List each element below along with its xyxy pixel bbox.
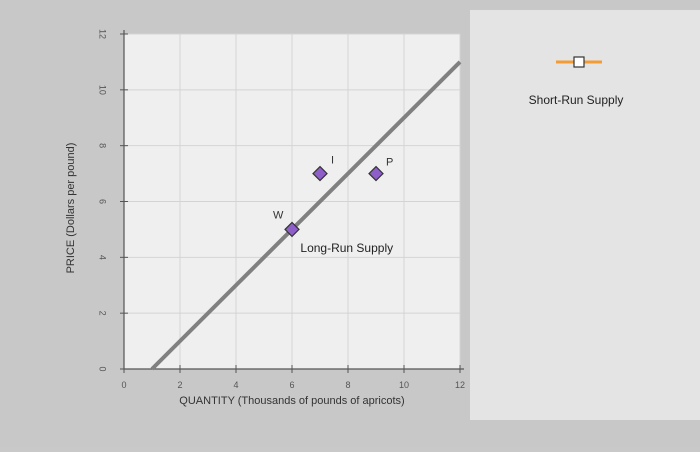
legend-square-icon — [573, 56, 585, 68]
y-tick-label: 8 — [98, 143, 108, 148]
x-tick-label: 8 — [345, 380, 350, 390]
x-axis-title: QUANTITY (Thousands of pounds of apricot… — [179, 395, 404, 407]
point-w-marker — [284, 221, 300, 238]
x-tick-label: 2 — [177, 380, 182, 390]
y-tick-label: 6 — [98, 199, 108, 204]
legend[interactable]: Short-Run Supply — [529, 56, 624, 107]
y-tick-label: 10 — [98, 85, 108, 95]
y-tick-label: 12 — [98, 29, 108, 39]
y-tick-label: 2 — [98, 311, 108, 316]
x-tick-label: 10 — [399, 380, 409, 390]
legend-label: Short-Run Supply — [529, 93, 624, 107]
x-tick-label: 4 — [233, 380, 238, 390]
axes: 0 2 4 6 8 10 12 0 2 4 6 8 10 12 — [98, 29, 465, 390]
y-tick-label: 4 — [98, 255, 108, 260]
point-i-label: I — [331, 155, 334, 167]
point-p-marker — [368, 165, 384, 182]
long-run-supply-line — [150, 60, 462, 371]
points: W I P — [273, 155, 393, 238]
long-run-supply-label: Long-Run Supply — [300, 241, 393, 255]
legend-panel — [470, 10, 700, 420]
point-p-label: P — [386, 157, 393, 169]
series: Long-Run Supply — [150, 60, 462, 371]
y-tick-label: 0 — [98, 366, 108, 371]
grid — [123, 33, 461, 370]
x-tick-label: 0 — [121, 380, 126, 390]
x-tick-label: 6 — [289, 380, 294, 390]
point-i-marker — [312, 165, 328, 182]
y-axis-title: PRICE (Dollars per pound) — [65, 143, 77, 274]
x-tick-label: 12 — [455, 380, 465, 390]
point-w-label: W — [273, 209, 284, 221]
